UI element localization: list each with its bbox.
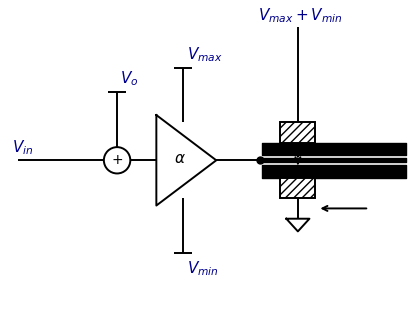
Bar: [280, 122, 315, 143]
Bar: [280, 177, 315, 198]
Text: $V_{in}$: $V_{in}$: [12, 138, 33, 157]
Text: $V_o$: $V_o$: [120, 70, 139, 88]
Text: $V_{min}$: $V_{min}$: [187, 260, 218, 278]
Text: $V_{max}$: $V_{max}$: [187, 45, 223, 64]
Text: $+$: $+$: [111, 153, 123, 167]
Text: $V_{max}+V_{min}$: $V_{max}+V_{min}$: [258, 6, 342, 24]
Text: $\alpha$: $\alpha$: [174, 151, 186, 166]
